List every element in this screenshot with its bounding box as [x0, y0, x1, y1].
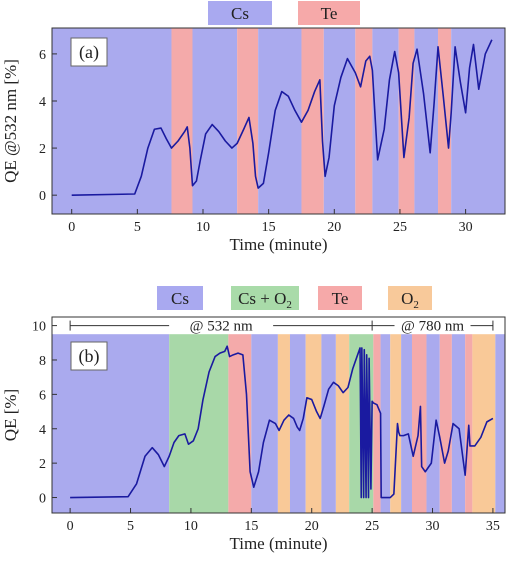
x-tick-label: 0 [67, 519, 74, 534]
annotation-532nm: @ 532 nm [190, 319, 253, 335]
band-te [171, 28, 193, 214]
band-cs [451, 334, 466, 513]
band-cs [258, 28, 302, 214]
x-tick-label: 35 [486, 519, 500, 534]
band-cs [52, 28, 172, 214]
band-o2 [335, 334, 350, 513]
y-tick-label: 2 [39, 142, 46, 157]
band-cs [289, 334, 306, 513]
qe-series-line [71, 39, 493, 196]
x-tick-label: 30 [426, 519, 440, 534]
band-o2 [390, 334, 402, 513]
band-cs [323, 28, 356, 214]
legend-label-text: Te [332, 289, 349, 308]
x-tick-label: 25 [365, 519, 379, 534]
band-cs [495, 334, 505, 513]
band-te [398, 28, 415, 214]
y-tick-label: 6 [39, 48, 46, 63]
x-tick-label: 20 [305, 519, 319, 534]
band-o2 [472, 334, 496, 513]
legend-label: Cs [171, 289, 189, 308]
y-tick-label: 4 [39, 95, 46, 110]
chart-panel-a: 0 5 10 15 20 25 30 0 2 4 6 Time (minute) QE @532 nm … [1, 27, 506, 254]
band-te [439, 334, 452, 513]
y-tick-label: 0 [39, 189, 46, 204]
legend-label: Te [332, 289, 349, 308]
band-te [438, 28, 452, 214]
annotation-780nm: @ 780 nm [401, 319, 464, 335]
legend-swatch [208, 1, 272, 25]
legend-swatch [318, 286, 362, 310]
band-o2 [305, 334, 322, 513]
x-tick-label: 10 [184, 519, 198, 534]
x-tick-label: 15 [244, 519, 258, 534]
band-cs [451, 28, 505, 214]
x-tick-label: 5 [134, 220, 141, 235]
legend-label-text: Te [321, 4, 338, 23]
y-tick-label: 8 [39, 354, 46, 369]
qe-series-line [70, 345, 494, 499]
y-axis-label: QE @532 nm [%] [1, 59, 20, 183]
panel-label-box [70, 37, 108, 67]
band-cs [192, 28, 238, 214]
x-tick-label: 10 [196, 220, 210, 235]
legend-label-subscript: 2 [413, 299, 419, 311]
y-tick-label: 10 [32, 320, 46, 335]
band-cs [426, 334, 440, 513]
x-axis-label: Time (minute) [229, 235, 327, 254]
legend-label: Cs [231, 4, 249, 23]
legend-panel-b: Cs Cs + O2 Te O2 [157, 286, 432, 311]
y-axis-label: QE [%] [1, 389, 20, 441]
legend-label: Cs + O2 [238, 289, 292, 311]
panel-label-box [70, 341, 108, 371]
y-tick-label: 2 [39, 457, 46, 472]
band-te [355, 28, 373, 214]
y-tick-label: 4 [39, 423, 46, 438]
y-tick-label: 6 [39, 388, 46, 403]
legend-swatch [231, 286, 299, 310]
chart-panel-b: 0 5 10 15 20 25 30 35 0 2 4 6 8 10 Time (minute) QE [%]… [1, 316, 506, 553]
x-tick-label: 15 [262, 220, 276, 235]
legend-swatch [298, 1, 360, 25]
x-tick-label: 0 [68, 220, 75, 235]
band-cs [52, 334, 170, 513]
band-o2 [277, 334, 290, 513]
band-cs [321, 334, 336, 513]
plot-frame [51, 316, 506, 514]
legend-label-text: O [401, 289, 413, 308]
legend-label: Te [321, 4, 338, 23]
plot-frame [51, 27, 506, 215]
band-te [465, 334, 473, 513]
band-cs [401, 334, 412, 513]
legend-label-subscript: 2 [286, 299, 292, 311]
band-te [373, 334, 381, 513]
legend-label: O2 [401, 289, 419, 311]
x-tick-label: 5 [127, 519, 134, 534]
legend-label-text: Cs [171, 289, 189, 308]
band-cs [380, 334, 391, 513]
x-tick-label: 25 [393, 220, 407, 235]
panel-label: (a) [79, 42, 99, 63]
band-te [301, 28, 324, 214]
legend-label-text: Cs + O [238, 289, 286, 308]
x-tick-label: 30 [459, 220, 473, 235]
legend-panel-a: Cs Te [208, 1, 360, 25]
legend-swatch [388, 286, 432, 310]
panel-label: (b) [79, 346, 100, 367]
legend-swatch [157, 286, 203, 310]
y-tick-label: 0 [39, 492, 46, 507]
x-axis-label: Time (minute) [229, 534, 327, 553]
legend-label-text: Cs [231, 4, 249, 23]
x-tick-label: 20 [327, 220, 341, 235]
